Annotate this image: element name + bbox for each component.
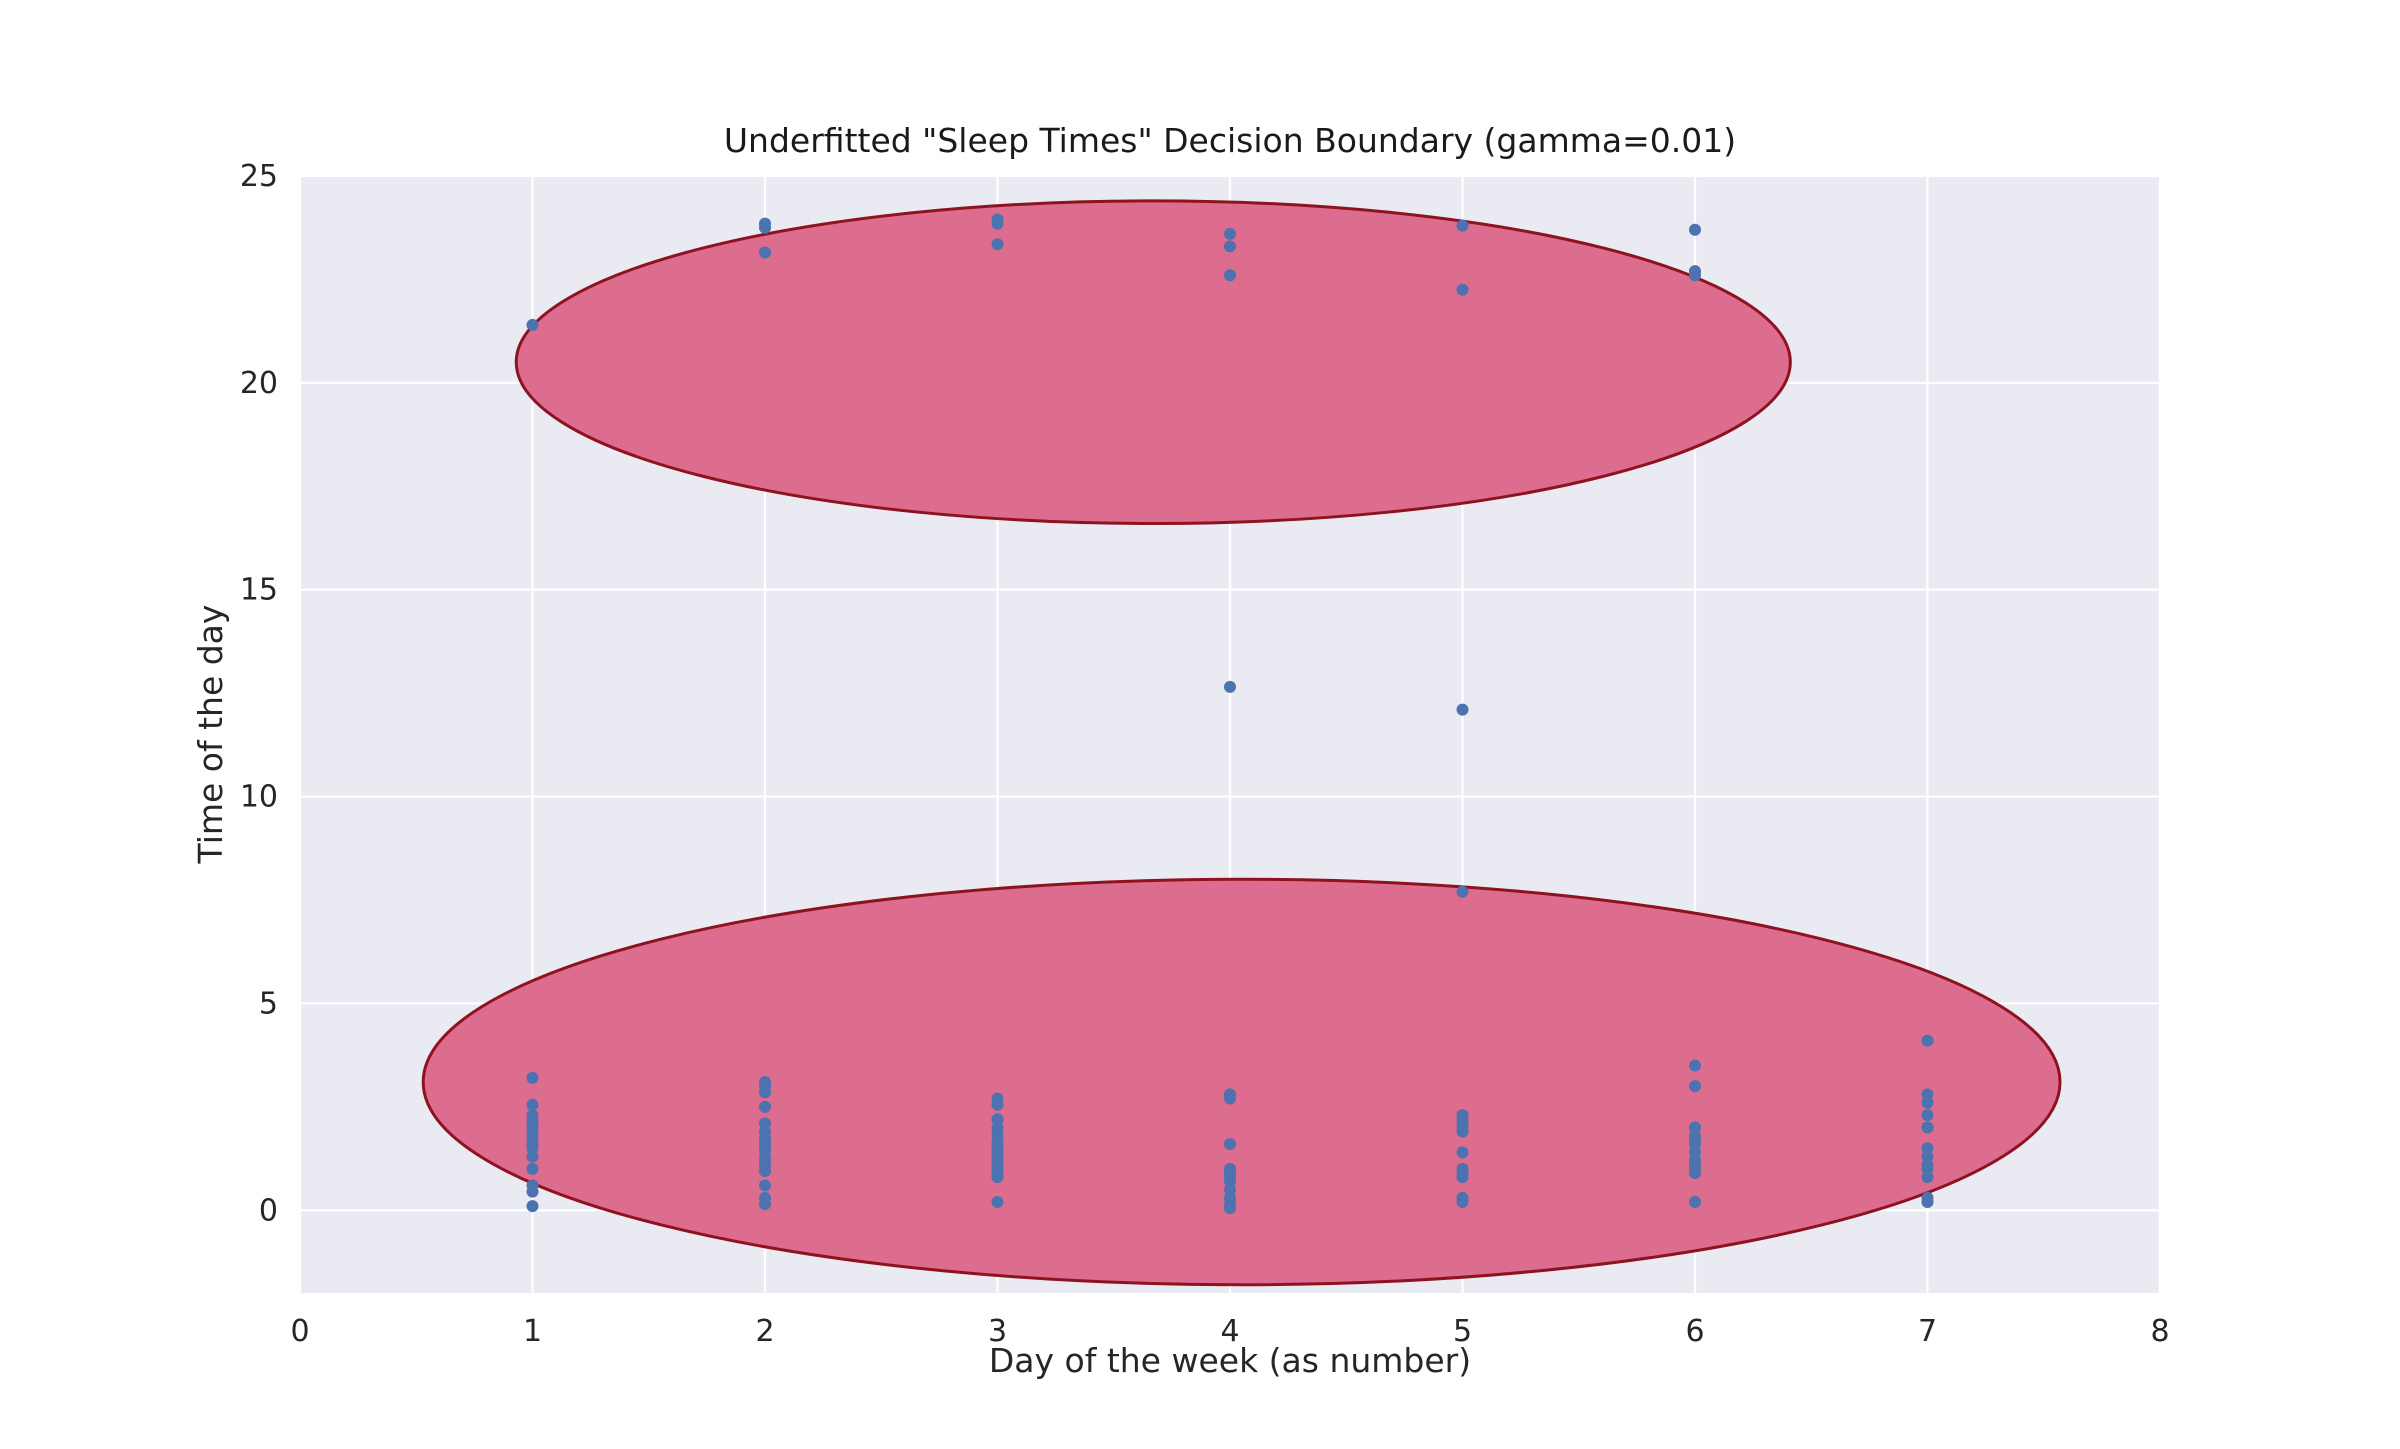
data-point [526, 1150, 539, 1163]
y-tick-labels: 0 5 10 15 20 25 [240, 159, 278, 1228]
data-point [1921, 1088, 1934, 1101]
x-tick-label: 1 [523, 1314, 542, 1349]
x-tick-label: 6 [1685, 1314, 1704, 1349]
data-point [1921, 1096, 1934, 1109]
data-point [759, 1086, 771, 1099]
y-tick-label: 15 [240, 573, 278, 608]
data-point [1224, 1138, 1236, 1151]
y-tick-label: 10 [240, 780, 278, 815]
data-point [759, 1179, 771, 1192]
data-point [1224, 1183, 1236, 1196]
data-point [1689, 1121, 1701, 1134]
data-point [991, 238, 1004, 251]
chart-title: Underfitted "Sleep Times" Decision Bound… [724, 121, 1736, 160]
data-point [526, 1185, 539, 1198]
data-point [759, 1117, 771, 1130]
data-point [526, 1162, 539, 1175]
data-point [526, 1098, 539, 1111]
data-point [1456, 1171, 1469, 1184]
data-point [1689, 223, 1701, 236]
data-point [1224, 240, 1236, 253]
data-point [759, 246, 771, 259]
x-tick-label: 0 [290, 1314, 309, 1349]
data-point [759, 1100, 771, 1113]
y-tick-label: 5 [259, 986, 278, 1021]
y-axis-label: Time of the day [191, 605, 230, 865]
data-point [991, 1098, 1004, 1111]
data-point [1689, 1146, 1701, 1159]
x-axis-label: Day of the week (as number) [989, 1341, 1471, 1380]
y-tick-label: 0 [259, 1193, 278, 1228]
data-point [1456, 1125, 1469, 1138]
data-point [1689, 1059, 1701, 1072]
data-point [1224, 1175, 1236, 1188]
data-point [759, 1164, 771, 1177]
x-tick-label: 4 [1220, 1314, 1239, 1349]
data-point [991, 1195, 1004, 1208]
data-point [526, 318, 539, 331]
data-point [526, 1200, 539, 1213]
y-tick-label: 20 [240, 366, 278, 401]
data-point [526, 1071, 539, 1084]
data-point [1921, 1162, 1934, 1175]
x-tick-labels: 0 1 2 3 4 5 6 7 8 [290, 1314, 2169, 1349]
data-point [1689, 269, 1701, 282]
data-point [1921, 1150, 1934, 1163]
data-point [1224, 269, 1236, 282]
decision-region-bottom [421, 877, 2062, 1287]
data-point [526, 1142, 539, 1155]
data-point [1224, 1092, 1236, 1105]
data-point [1921, 1121, 1934, 1134]
decision-regions [421, 199, 2062, 1287]
data-point [1456, 219, 1469, 232]
data-point [1921, 1109, 1934, 1122]
data-point [759, 221, 771, 234]
y-tick-label: 25 [240, 159, 278, 194]
x-tick-label: 5 [1453, 1314, 1472, 1349]
data-point [991, 217, 1004, 230]
data-point [1456, 885, 1469, 898]
scatter-points [526, 213, 1934, 1215]
data-point [759, 1198, 771, 1211]
data-point [1456, 1195, 1469, 1208]
decision-region-top [514, 199, 1792, 526]
data-point [1456, 283, 1469, 296]
data-point [1224, 227, 1236, 240]
x-tick-label: 2 [755, 1314, 774, 1349]
data-point [1456, 1146, 1469, 1159]
data-point [1921, 1195, 1934, 1208]
x-tick-label: 7 [1918, 1314, 1937, 1349]
data-point [1689, 1138, 1701, 1151]
data-point [1689, 1167, 1701, 1180]
data-point [991, 1171, 1004, 1184]
x-tick-label: 3 [988, 1314, 1007, 1349]
data-point [1224, 1202, 1236, 1215]
data-point [1921, 1171, 1934, 1184]
data-point [1224, 680, 1236, 693]
data-point [1456, 703, 1469, 716]
data-point [991, 1113, 1004, 1126]
data-point [1689, 1080, 1701, 1093]
data-point [1689, 1195, 1701, 1208]
data-point [1921, 1034, 1934, 1047]
x-tick-label: 8 [2150, 1314, 2169, 1349]
data-point [1921, 1142, 1934, 1155]
